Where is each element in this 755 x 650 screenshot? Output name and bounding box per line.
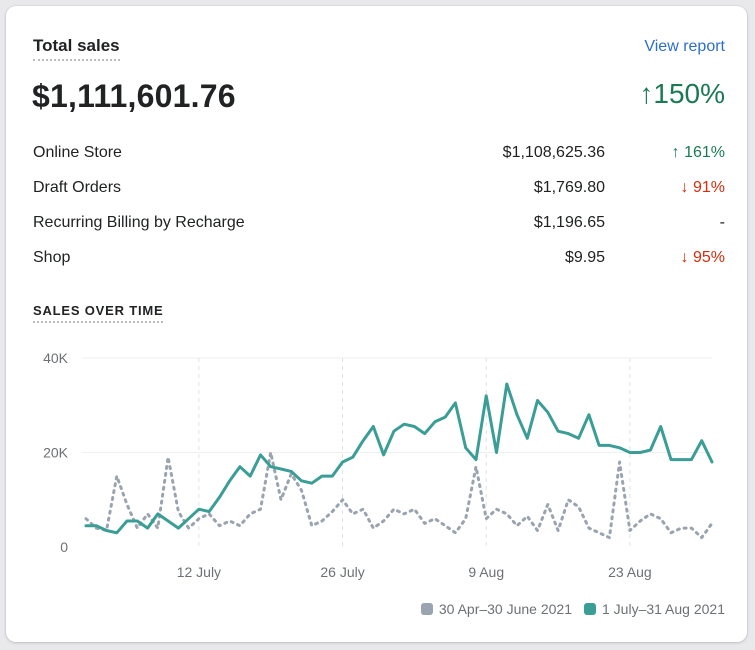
- x-tick-label: 12 July: [177, 564, 221, 580]
- x-tick-label: 26 July: [320, 564, 364, 580]
- legend-swatch-current: [584, 603, 596, 615]
- sales-over-time-heading: SALES OVER TIME: [33, 303, 164, 323]
- legend-item-previous[interactable]: 30 Apr–30 June 2021: [420, 601, 572, 617]
- card-title[interactable]: Total sales: [33, 36, 120, 61]
- breakdown-row-draft-orders: Draft Orders $1,769.80 ↓ 91%: [33, 179, 725, 214]
- channel-change: ↓ 91%: [680, 179, 725, 196]
- x-tick-label: 23 Aug: [608, 564, 652, 580]
- channel-amount: $1,108,625.36: [502, 144, 605, 161]
- legend-item-current[interactable]: 1 July–31 Aug 2021: [584, 601, 725, 617]
- total-sales-card: Total sales View report $1,111,601.76 ↑1…: [6, 6, 747, 642]
- channel-amount: $1,769.80: [533, 179, 605, 196]
- total-growth-percent: ↑150%: [639, 78, 725, 109]
- legend-label-previous: 30 Apr–30 June 2021: [438, 601, 572, 617]
- breakdown-row-recurring-billing: Recurring Billing by Recharge $1,196.65 …: [33, 214, 725, 249]
- channel-change: ↓ 95%: [680, 249, 725, 266]
- sales-breakdown: Online Store $1,108,625.36 ↑ 161% Draft …: [33, 144, 725, 284]
- channel-name: Recurring Billing by Recharge: [33, 214, 245, 231]
- channel-name: Shop: [33, 249, 71, 266]
- channel-amount: $9.95: [564, 249, 605, 266]
- series-line-current: [84, 382, 714, 535]
- view-report-link[interactable]: View report: [644, 38, 725, 55]
- total-sales-value: $1,111,601.76: [32, 78, 236, 114]
- legend-label-current: 1 July–31 Aug 2021: [602, 601, 725, 617]
- series-line-previous: [84, 451, 714, 540]
- channel-amount: $1,196.65: [533, 214, 605, 231]
- y-tick-label: 20K: [43, 445, 69, 461]
- channel-name: Draft Orders: [33, 179, 122, 196]
- breakdown-row-shop: Shop $9.95 ↓ 95%: [33, 249, 725, 284]
- channel-change: ↑ 161%: [671, 144, 725, 161]
- y-tick-label: 40K: [43, 350, 69, 366]
- y-tick-label: 0: [60, 539, 68, 555]
- legend-swatch-previous: [420, 603, 433, 615]
- breakdown-row-online-store: Online Store $1,108,625.36 ↑ 161%: [33, 144, 725, 179]
- x-tick-label: 9 Aug: [468, 564, 504, 580]
- chart-legend: 30 Apr–30 June 2021 1 July–31 Aug 2021: [420, 601, 725, 617]
- channel-change: -: [719, 214, 725, 231]
- sales-over-time-chart: 0 20K 40K 12 July 26 July 9 Aug 23 Aug: [43, 350, 714, 580]
- channel-name: Online Store: [33, 144, 122, 161]
